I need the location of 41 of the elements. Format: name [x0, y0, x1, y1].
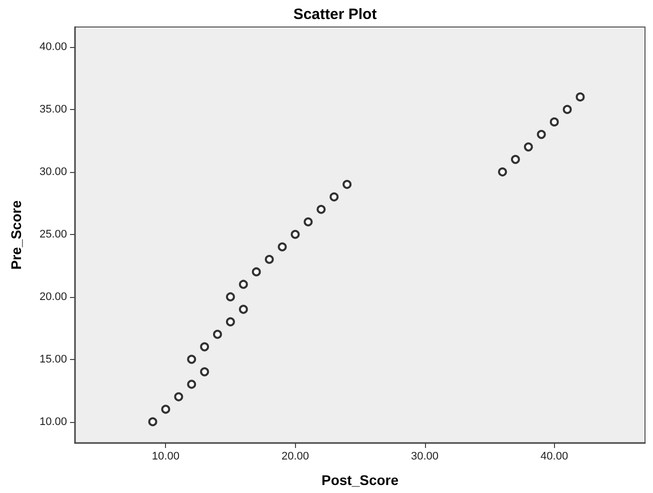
- point: [213, 330, 222, 339]
- chart-title: Scatter Plot: [293, 6, 377, 23]
- point: [187, 380, 196, 389]
- point: [330, 192, 339, 202]
- y-tick-label: 20.00: [39, 290, 67, 303]
- point: [200, 367, 210, 376]
- point: [161, 404, 170, 414]
- y-tick-label: 30.00: [39, 166, 67, 178]
- point: [304, 217, 313, 226]
- x-tick-label: 20.00: [281, 450, 309, 462]
- point: [278, 242, 287, 252]
- point: [252, 267, 261, 276]
- point: [238, 280, 248, 289]
- y-tick-label: 35.00: [39, 103, 67, 116]
- y-tick-label: 40.00: [39, 40, 67, 53]
- point: [238, 304, 248, 314]
- point: [226, 292, 235, 302]
- y-tick-label: 10.00: [39, 416, 67, 428]
- point: [562, 104, 572, 114]
- point: [187, 354, 196, 364]
- point: [550, 117, 559, 126]
- point: [498, 167, 507, 176]
- y-axis-title: Pre_Score: [8, 200, 24, 270]
- point: [148, 417, 158, 426]
- point: [510, 154, 520, 164]
- x-tick-label: 30.00: [411, 450, 439, 462]
- point: [290, 230, 300, 239]
- x-tick-label: 10.00: [152, 450, 180, 462]
- point: [524, 142, 533, 152]
- point: [576, 92, 585, 102]
- y-tick-label: 15.00: [39, 353, 67, 366]
- x-axis-title: Post_Score: [321, 472, 399, 488]
- point: [316, 204, 326, 214]
- y-tick-label: 25.00: [39, 228, 67, 240]
- point: [536, 130, 546, 139]
- x-tick-label: 40.00: [540, 450, 568, 462]
- point: [200, 342, 210, 352]
- point: [226, 317, 235, 326]
- point: [174, 392, 184, 402]
- point: [342, 180, 352, 189]
- point: [264, 254, 274, 264]
